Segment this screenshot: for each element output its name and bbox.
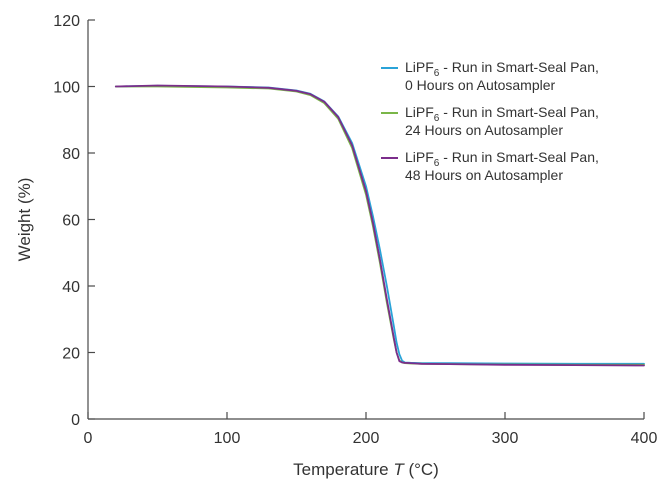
x-tick-label-3: 300	[492, 430, 519, 447]
y-tick-label-3: 60	[62, 213, 80, 230]
series-layer	[114, 84, 645, 367]
legend-label-0-line-1: LiPF6 - Run in Smart-Seal Pan,	[405, 59, 599, 79]
y-tick-label-2: 40	[62, 279, 80, 296]
y-tick-label-4: 80	[62, 146, 80, 163]
legend-label-0-line-2: 0 Hours on Autosampler	[405, 77, 556, 93]
y-tick-label-1: 20	[62, 346, 80, 363]
x-tick-label-0: 0	[84, 430, 93, 447]
x-tick-label-1: 100	[214, 430, 241, 447]
ticks-layer: 0 100 200 300 400 0 20 40 60 80 100 120	[53, 13, 657, 447]
x-tick-label-4: 400	[631, 430, 658, 447]
legend-label-1-line-1: LiPF6 - Run in Smart-Seal Pan,	[405, 104, 599, 124]
y-tick-label-0: 0	[71, 412, 80, 429]
series-line-0	[114, 84, 645, 365]
legend-label-2-line-1: LiPF6 - Run in Smart-Seal Pan,	[405, 149, 599, 169]
legend: LiPF6 - Run in Smart-Seal Pan,0 Hours on…	[381, 59, 599, 183]
y-axis-title: Weight (%)	[15, 178, 34, 262]
series-line-2	[114, 84, 645, 367]
x-axis-title-part-0: Temperature	[293, 460, 393, 479]
x-axis-title-part-2: (°C)	[404, 460, 439, 479]
legend-label-1-line-2: 24 Hours on Autosampler	[405, 122, 563, 138]
series-line-1	[114, 85, 645, 366]
x-axis-title: Temperature T (°C)	[293, 460, 439, 479]
axes-layer	[87, 20, 644, 420]
y-tick-label-5: 100	[53, 80, 80, 97]
x-tick-label-2: 200	[353, 430, 380, 447]
x-axis-title-part-1: T	[393, 460, 405, 479]
legend-label-2-line-2: 48 Hours on Autosampler	[405, 167, 563, 183]
y-tick-label-6: 120	[53, 13, 80, 30]
